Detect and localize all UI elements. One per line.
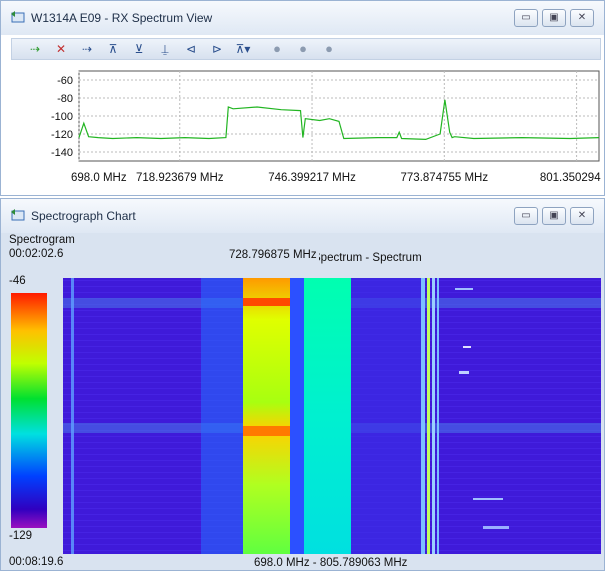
y-tick-label: -140 (51, 147, 73, 159)
min-icon[interactable]: ⊻ (134, 42, 144, 56)
window-app-icon (11, 11, 25, 23)
circle-gray-icon[interactable]: ● (325, 41, 333, 56)
delete-marker-icon[interactable]: ✕ (55, 42, 67, 56)
spectrogram-label: Spectrogram (9, 234, 75, 246)
spectrograph-window: Spectrograph Chart ▭ ▣ ✕ Spectrogram 00:… (0, 198, 605, 571)
close-button[interactable]: ✕ (570, 207, 594, 225)
chart-title: Spectrum - Spectrum (313, 252, 422, 264)
peak-icon[interactable]: ⊼ (108, 42, 118, 56)
time-bottom-label: 00:08:19.6 (9, 556, 64, 568)
circle-gray-icon[interactable]: ● (273, 41, 281, 56)
close-button[interactable]: ✕ (570, 9, 594, 27)
spectrogram-waterfall (63, 278, 601, 554)
next-peak-icon[interactable]: ⊳ (211, 42, 223, 56)
rx-titlebar[interactable]: W1314A E09 - RX Spectrum View ▭ ▣ ✕ (1, 1, 604, 35)
scale-max-label: -46 (9, 275, 26, 287)
rx-spectrum-window: W1314A E09 - RX Spectrum View ▭ ▣ ✕ ⇢ ✕ … (0, 0, 605, 196)
frequency-range: 698.0 MHz - 805.789063 MHz (254, 557, 408, 569)
maximize-button[interactable]: ▣ (542, 207, 566, 225)
minimize-button[interactable]: ▭ (514, 9, 538, 27)
marker-pin-icon[interactable]: ⍊ (161, 42, 169, 56)
x-tick-label: 698.0 MHz (71, 172, 127, 184)
marker-icon[interactable]: ⇢ (81, 42, 93, 56)
add-marker-icon[interactable]: ⇢ (29, 42, 41, 56)
circle-gray-icon[interactable]: ● (299, 41, 307, 56)
minimize-button[interactable]: ▭ (514, 207, 538, 225)
spectro-titlebar[interactable]: Spectrograph Chart ▭ ▣ ✕ (1, 199, 604, 233)
scale-min-label: -129 (9, 530, 33, 542)
time-top-label: 00:02:02.6 (9, 248, 64, 260)
y-tick-label: -80 (57, 93, 73, 105)
y-tick-label: -100 (51, 111, 73, 123)
y-tick-label: -60 (57, 75, 73, 87)
x-tick-label: 773.874755 MHz (401, 172, 489, 184)
spectrum-line-chart: -60 -80 -100 -120 -140 698.0 MHz 718.923679 MH… (51, 70, 601, 184)
spectrum-toolbar: ⇢ ✕ ⇢ ⊼ ⊻ ⍊ ⊲ ⊳ ⊼▾ ● ● ● (11, 38, 601, 60)
marker-frequency: 728.796875 MHz (229, 249, 319, 261)
threshold-icon[interactable]: ⊼▾ (235, 42, 251, 56)
x-tick-label: 801.350294 M (540, 172, 601, 184)
maximize-button[interactable]: ▣ (542, 9, 566, 27)
spectro-window-title: Spectrograph Chart (31, 209, 136, 223)
y-tick-label: -120 (51, 129, 73, 141)
previous-peak-icon[interactable]: ⊲ (185, 42, 197, 56)
window-app-icon (11, 209, 25, 221)
x-tick-label: 746.399217 MHz (268, 172, 356, 184)
rx-window-title: W1314A E09 - RX Spectrum View (31, 11, 213, 25)
x-tick-label: 718.923679 MHz (136, 172, 224, 184)
spectrogram-area: Spectrogram 00:02:02.6 Spectrum - Spectr… (1, 233, 604, 570)
color-scale-bar (11, 293, 47, 528)
spectrum-trace (78, 99, 600, 141)
